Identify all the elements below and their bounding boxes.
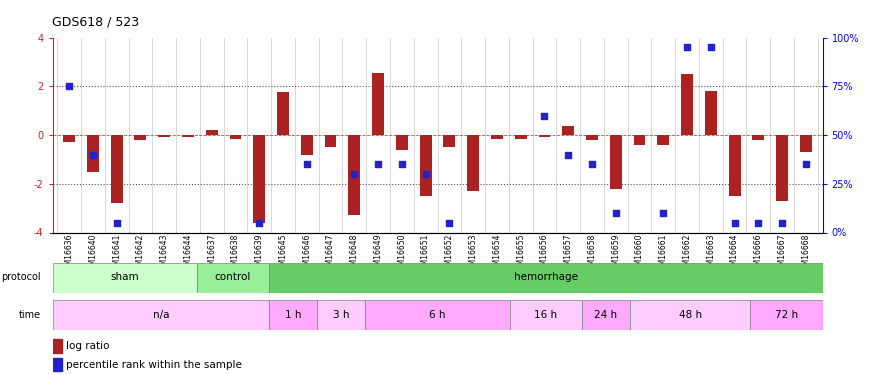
- Point: [680, 44, 694, 50]
- Point: [799, 161, 813, 167]
- FancyBboxPatch shape: [509, 300, 582, 330]
- Bar: [254, 135, 265, 223]
- Point: [609, 210, 623, 216]
- Point: [752, 220, 766, 226]
- Text: GDS618 / 523: GDS618 / 523: [52, 15, 140, 28]
- Bar: [52, 358, 62, 371]
- Bar: [63, 135, 75, 142]
- Text: n/a: n/a: [152, 310, 169, 320]
- Point: [300, 161, 314, 167]
- Point: [109, 220, 123, 226]
- Text: hemorrhage: hemorrhage: [514, 273, 578, 282]
- Point: [443, 220, 457, 226]
- Bar: [681, 74, 693, 135]
- Text: 16 h: 16 h: [535, 310, 557, 320]
- Point: [656, 210, 670, 216]
- Bar: [776, 135, 788, 201]
- FancyBboxPatch shape: [270, 300, 318, 330]
- Text: 6 h: 6 h: [430, 310, 445, 320]
- Bar: [729, 135, 740, 196]
- Text: 72 h: 72 h: [775, 310, 798, 320]
- Point: [347, 171, 361, 177]
- Text: 3 h: 3 h: [333, 310, 349, 320]
- Bar: [514, 135, 527, 139]
- Text: 1 h: 1 h: [285, 310, 301, 320]
- FancyBboxPatch shape: [197, 262, 270, 292]
- Bar: [705, 91, 717, 135]
- Text: sham: sham: [110, 273, 139, 282]
- FancyBboxPatch shape: [630, 300, 751, 330]
- Point: [86, 152, 100, 157]
- Bar: [657, 135, 669, 145]
- Point: [537, 112, 551, 118]
- Text: time: time: [18, 310, 40, 320]
- Text: log ratio: log ratio: [66, 341, 110, 351]
- FancyBboxPatch shape: [52, 262, 197, 292]
- Bar: [111, 135, 123, 203]
- Bar: [372, 73, 384, 135]
- Text: 24 h: 24 h: [594, 310, 618, 320]
- Bar: [467, 135, 480, 191]
- Bar: [301, 135, 312, 154]
- Bar: [396, 135, 408, 150]
- Bar: [563, 126, 574, 135]
- FancyBboxPatch shape: [751, 300, 822, 330]
- Bar: [52, 339, 62, 352]
- Point: [561, 152, 575, 157]
- Bar: [325, 135, 337, 147]
- Point: [704, 44, 717, 50]
- Bar: [229, 135, 242, 139]
- FancyBboxPatch shape: [366, 300, 509, 330]
- Bar: [634, 135, 646, 145]
- Bar: [277, 92, 289, 135]
- FancyBboxPatch shape: [270, 262, 822, 292]
- Bar: [206, 130, 218, 135]
- Text: control: control: [214, 273, 251, 282]
- Bar: [491, 135, 503, 139]
- Point: [252, 220, 266, 226]
- Bar: [348, 135, 360, 215]
- Bar: [800, 135, 812, 152]
- Bar: [610, 135, 621, 189]
- FancyBboxPatch shape: [582, 300, 630, 330]
- Bar: [420, 135, 431, 196]
- Point: [585, 161, 599, 167]
- Bar: [444, 135, 455, 147]
- Bar: [538, 135, 550, 138]
- Point: [62, 83, 76, 89]
- Bar: [752, 135, 764, 140]
- Text: protocol: protocol: [1, 273, 40, 282]
- Bar: [135, 135, 146, 140]
- Point: [418, 171, 432, 177]
- Bar: [586, 135, 598, 140]
- Bar: [158, 135, 170, 138]
- Text: 48 h: 48 h: [679, 310, 702, 320]
- Bar: [182, 135, 194, 138]
- Text: percentile rank within the sample: percentile rank within the sample: [66, 360, 242, 369]
- FancyBboxPatch shape: [318, 300, 366, 330]
- Point: [371, 161, 385, 167]
- Point: [775, 220, 789, 226]
- Point: [395, 161, 409, 167]
- FancyBboxPatch shape: [52, 300, 270, 330]
- Bar: [87, 135, 99, 172]
- Point: [728, 220, 742, 226]
